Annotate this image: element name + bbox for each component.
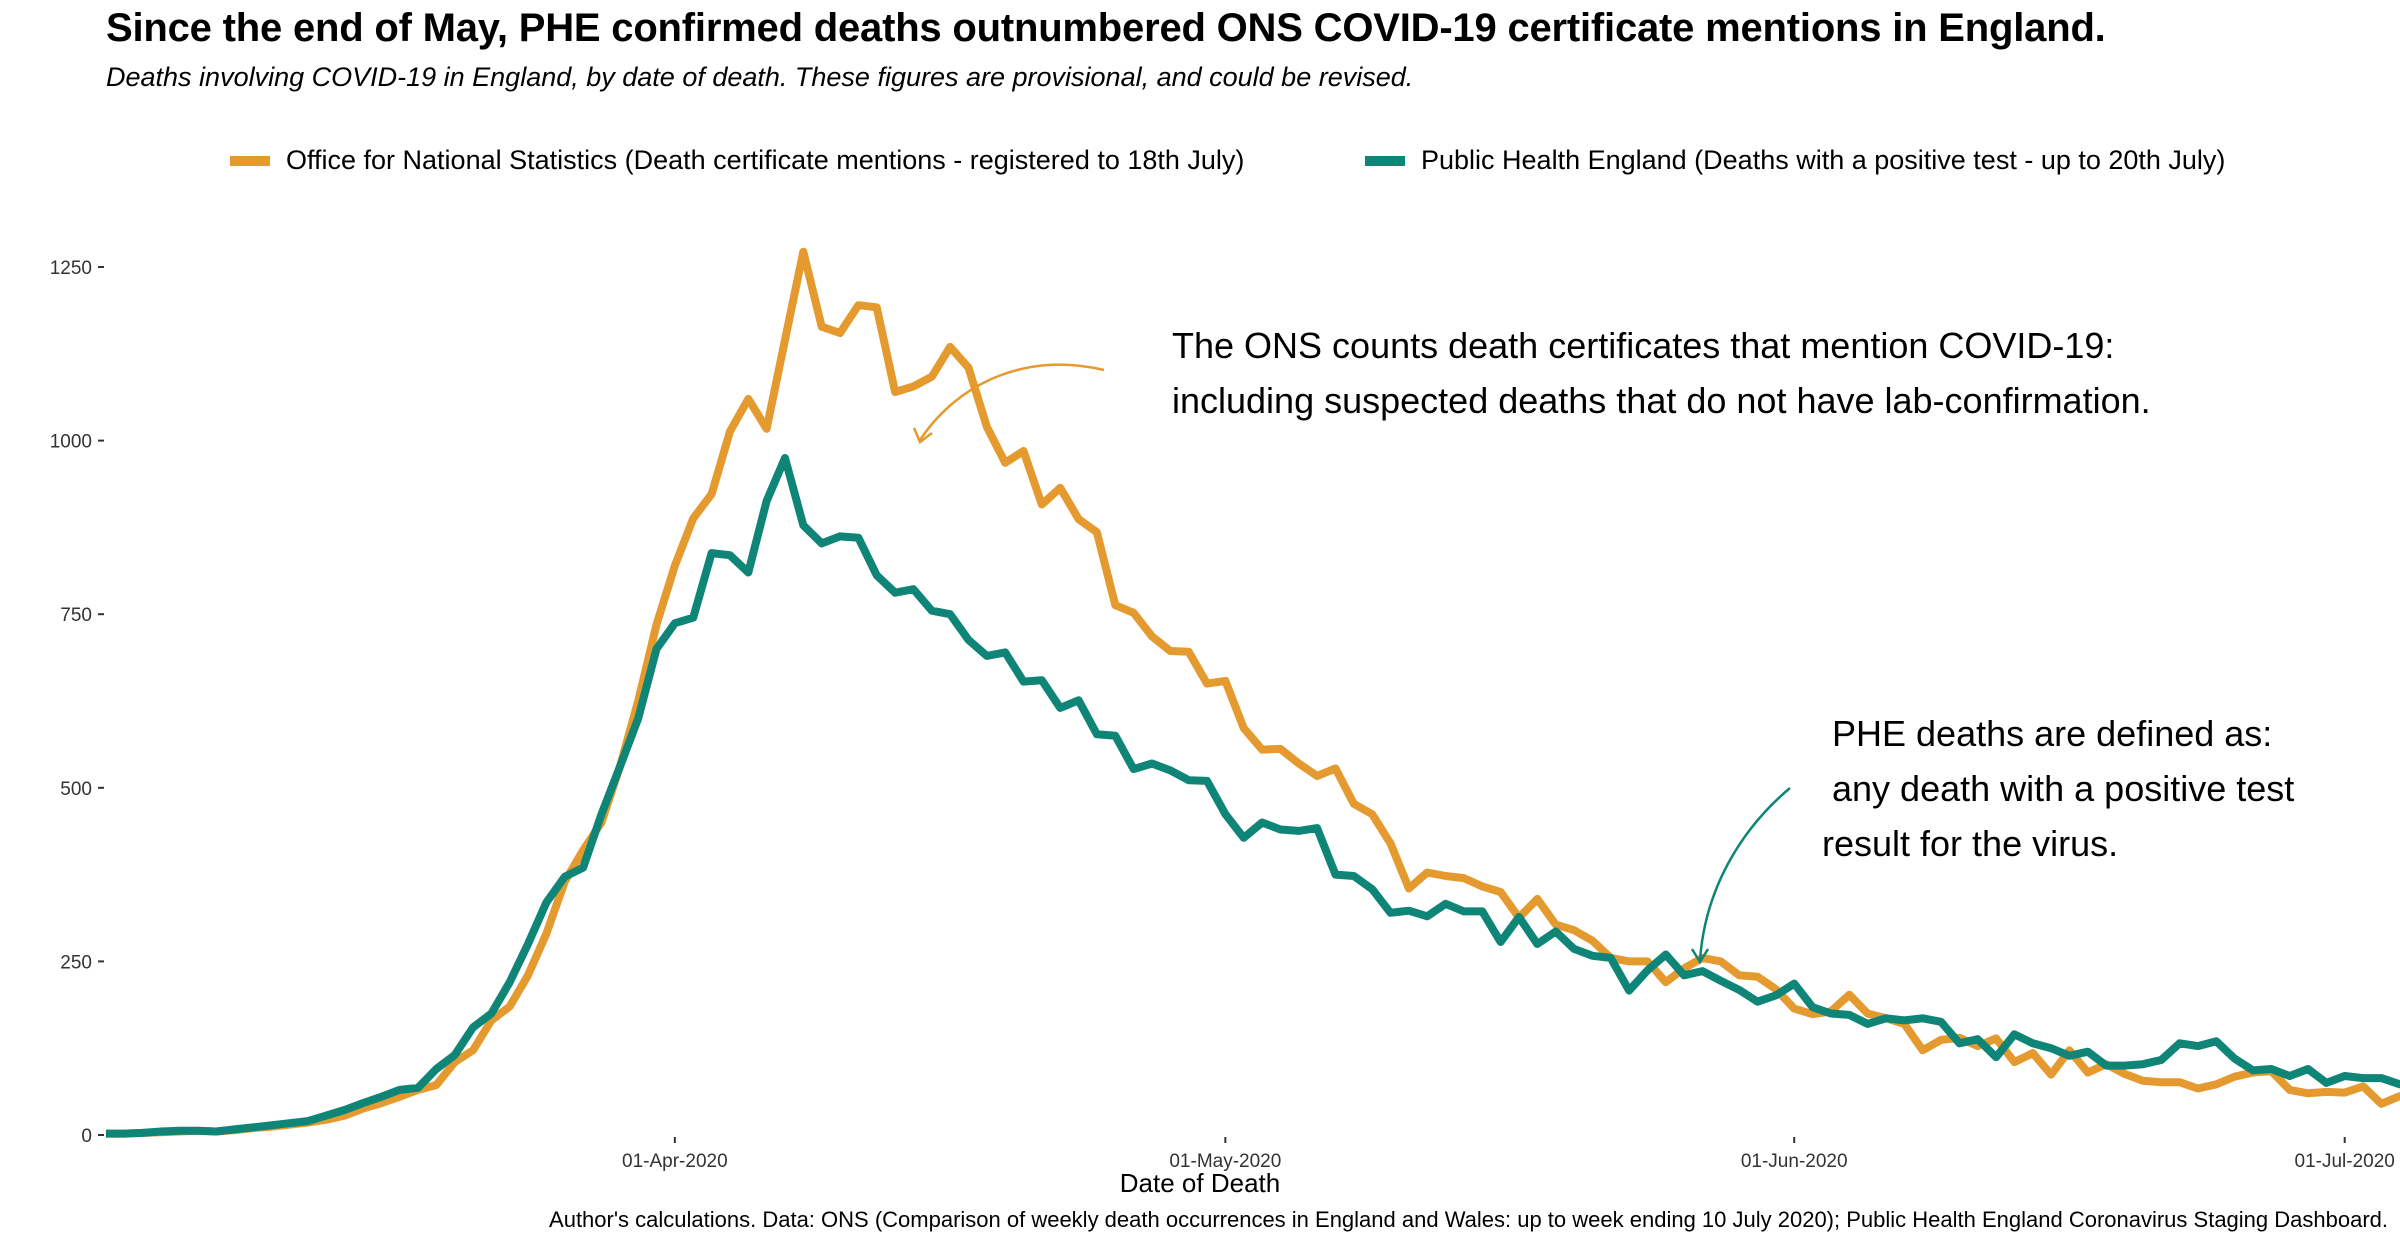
axes: 0 250 500 750 1000 1250 01-Apr-2020 01-May-2020… [50, 258, 2395, 1172]
ons-annotation: The ONS counts death certificates that m… [1172, 318, 2151, 428]
y-tick-label: 750 [60, 605, 92, 626]
legend-item-ons: Office for National Statistics (Death ce… [230, 145, 1244, 176]
x-tick-label: 01-Jul-2020 [2295, 1151, 2395, 1172]
phe-annotation: PHE deaths are defined as: any death wit… [1822, 706, 2295, 871]
phe-series-line [106, 454, 2400, 1138]
series-lines [106, 247, 2400, 1138]
phe-annotation-arrow [1698, 787, 1791, 961]
y-tick-label: 0 [81, 1126, 92, 1147]
legend-item-phe: Public Health England (Deaths with a pos… [1365, 145, 2225, 176]
legend-swatch-phe [1365, 155, 1405, 166]
x-tick-label: 01-Jun-2020 [1741, 1151, 1848, 1172]
ons-annotation-line-1: The ONS counts death certificates that m… [1172, 325, 2115, 366]
caption: Author's calculations. Data: ONS (Compar… [549, 1207, 2388, 1232]
x-tick-label: 01-May-2020 [1169, 1151, 1281, 1172]
legend-swatch-ons [230, 155, 270, 166]
legend-label-phe: Public Health England (Deaths with a pos… [1421, 145, 2226, 175]
phe-arrow-head [1690, 948, 1710, 965]
y-tick-label: 1250 [50, 258, 92, 279]
annotation-arrows [912, 363, 1791, 965]
phe-annotation-line-3: result for the virus. [1822, 823, 2119, 864]
ons-annotation-arrow [918, 363, 1105, 441]
ons-series-line [106, 247, 2400, 1138]
legend-label-ons: Office for National Statistics (Death ce… [286, 145, 1245, 175]
y-tick-label: 250 [60, 952, 92, 973]
y-tick-label: 1000 [50, 432, 92, 453]
chart-subtitle: Deaths involving COVID-19 in England, by… [106, 62, 1414, 92]
y-tick-label: 500 [60, 779, 92, 800]
ons-annotation-line-2: including suspected deaths that do not h… [1172, 380, 2151, 421]
ons-arrow-head [912, 427, 933, 444]
x-tick-label: 01-Apr-2020 [622, 1151, 728, 1172]
chart-title: Since the end of May, PHE confirmed deat… [106, 6, 2106, 50]
phe-annotation-line-1: PHE deaths are defined as: [1832, 713, 2273, 754]
phe-annotation-line-2: any death with a positive test [1832, 768, 2295, 809]
legend: Office for National Statistics (Death ce… [0, 145, 2400, 185]
x-axis-title: Date of Death [1119, 1168, 1281, 1198]
